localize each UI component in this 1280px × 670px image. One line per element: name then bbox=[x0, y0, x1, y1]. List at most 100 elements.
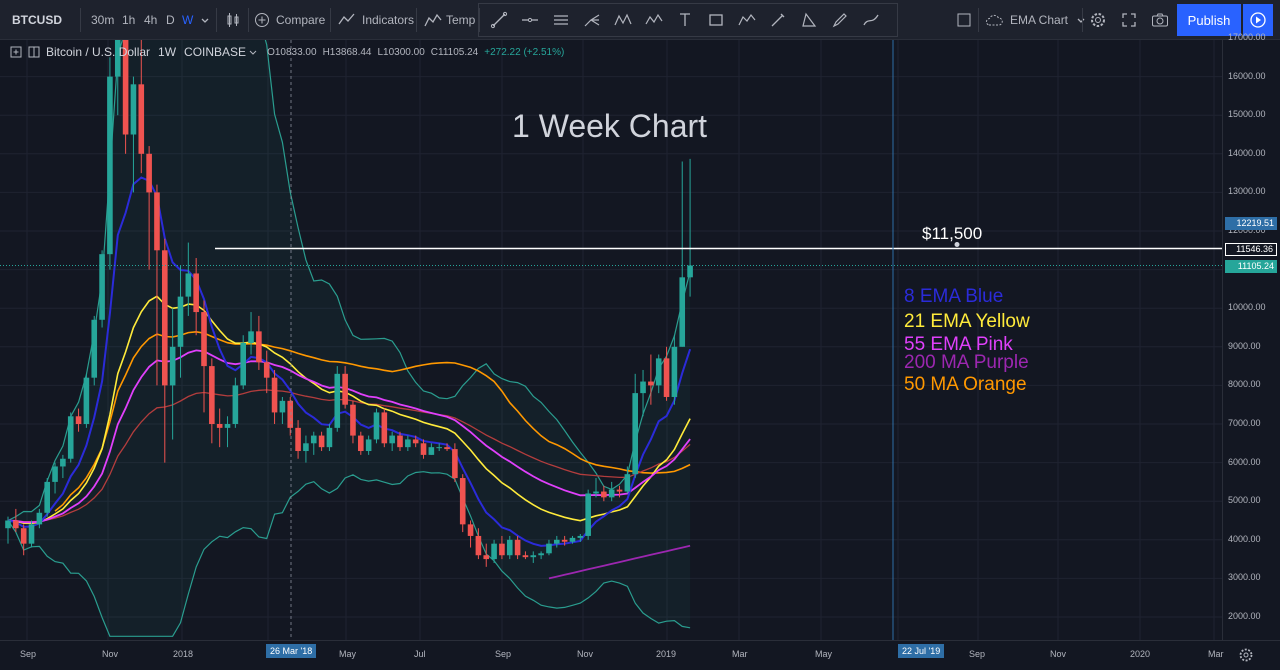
legend-open: O10833.00 bbox=[267, 46, 317, 58]
price-tick-label: 6000.00 bbox=[1228, 456, 1261, 467]
toolbar-divider bbox=[80, 8, 81, 32]
compare-button[interactable]: Compare bbox=[254, 0, 325, 40]
templates-icon bbox=[424, 13, 442, 27]
price-axis[interactable]: 17000.00 16000.00 15000.00 14000.00 13000.00… bbox=[1222, 32, 1280, 640]
templates-button[interactable]: Temp bbox=[424, 0, 475, 40]
interval-w[interactable]: W bbox=[182, 13, 194, 27]
candle bbox=[373, 408, 380, 444]
candle-body bbox=[295, 427, 301, 452]
candle bbox=[256, 315, 262, 370]
candle-body bbox=[310, 435, 317, 444]
brush-icon[interactable] bbox=[764, 6, 792, 34]
candle-body bbox=[185, 273, 192, 297]
candle-style-icon[interactable] bbox=[225, 0, 241, 40]
price-tick-label: 10000.00 bbox=[1228, 302, 1266, 313]
drag-handle[interactable] bbox=[479, 8, 480, 32]
horizontal-line-icon[interactable] bbox=[516, 6, 544, 34]
candle bbox=[585, 489, 591, 540]
path-icon[interactable] bbox=[857, 6, 885, 34]
play-icon[interactable] bbox=[1243, 4, 1273, 36]
candle bbox=[263, 350, 270, 394]
layout-name: EMA Chart bbox=[1010, 13, 1069, 27]
candle bbox=[679, 161, 686, 347]
candle-body bbox=[248, 331, 254, 343]
candle bbox=[13, 508, 19, 533]
camera-icon[interactable] bbox=[1151, 0, 1169, 40]
crosshair-square-icon[interactable] bbox=[956, 0, 972, 40]
interval-dropdown-icon[interactable] bbox=[200, 0, 210, 40]
candle bbox=[522, 551, 529, 560]
candle-body bbox=[122, 40, 129, 135]
pitchfork-icon[interactable] bbox=[578, 6, 606, 34]
cloud-icon bbox=[985, 14, 1003, 26]
price-chart[interactable] bbox=[0, 40, 1222, 640]
pencil-icon[interactable] bbox=[826, 6, 854, 34]
candle bbox=[444, 443, 450, 452]
candle-body bbox=[483, 555, 490, 560]
candle-body bbox=[193, 273, 199, 313]
candle-body bbox=[499, 543, 505, 556]
price-tick-label: 5000.00 bbox=[1228, 495, 1261, 506]
interval-4h[interactable]: 4h bbox=[144, 13, 158, 27]
chevron-down-icon bbox=[1077, 18, 1085, 23]
xabcd-pattern-icon[interactable] bbox=[609, 6, 637, 34]
price-marker-label: 12219.51 bbox=[1225, 216, 1277, 230]
candle-body bbox=[162, 250, 168, 386]
candle bbox=[475, 528, 482, 560]
collapse-legend-icon[interactable] bbox=[10, 46, 22, 58]
candle-body bbox=[601, 491, 607, 498]
indicators-button[interactable]: Indicators bbox=[338, 0, 414, 40]
candle-body bbox=[530, 555, 537, 558]
candle bbox=[240, 335, 246, 390]
candle bbox=[577, 534, 584, 542]
time-tick-label: May bbox=[339, 649, 357, 659]
candle bbox=[75, 408, 82, 432]
interval-30m[interactable]: 30m bbox=[91, 13, 115, 27]
fullscreen-icon[interactable] bbox=[1121, 0, 1137, 40]
parallel-channel-icon[interactable] bbox=[547, 6, 575, 34]
vertical-line-icon[interactable] bbox=[671, 6, 699, 34]
candle bbox=[36, 508, 43, 529]
candle bbox=[397, 431, 403, 452]
candle bbox=[28, 520, 35, 548]
candle-body bbox=[52, 466, 58, 482]
candle bbox=[569, 535, 576, 544]
candle-body bbox=[671, 346, 678, 397]
interval-d[interactable]: D bbox=[166, 13, 175, 27]
compare-symbol-icon[interactable] bbox=[28, 46, 40, 58]
candle bbox=[130, 76, 137, 193]
candle-body bbox=[91, 319, 98, 378]
candle bbox=[663, 346, 670, 401]
candle bbox=[193, 258, 199, 336]
rectangle-icon[interactable] bbox=[702, 6, 730, 34]
axis-settings-icon[interactable] bbox=[1238, 647, 1254, 668]
candle bbox=[83, 373, 90, 428]
candle-body bbox=[201, 312, 207, 367]
chevron-down-icon[interactable] bbox=[249, 48, 257, 56]
settings-gear-icon[interactable] bbox=[1089, 0, 1107, 40]
elliott-wave-icon[interactable] bbox=[640, 6, 668, 34]
compare-label: Compare bbox=[276, 13, 326, 27]
candle bbox=[538, 551, 544, 560]
text-tool-icon[interactable] bbox=[733, 6, 761, 34]
price-tick-label: 9000.00 bbox=[1228, 340, 1261, 351]
candle bbox=[483, 543, 490, 567]
symbol-search[interactable]: BTCUSD bbox=[12, 13, 62, 27]
interval-1h[interactable]: 1h bbox=[122, 13, 136, 27]
publish-button[interactable]: Publish bbox=[1177, 4, 1241, 36]
candle bbox=[303, 435, 309, 463]
candle-body bbox=[13, 520, 19, 529]
candle-body bbox=[287, 400, 294, 428]
time-tick-label: Mar bbox=[732, 649, 748, 659]
candle-body bbox=[240, 342, 246, 386]
trend-line-icon[interactable] bbox=[485, 6, 513, 34]
candle-body bbox=[256, 331, 262, 363]
price-tick-label: 7000.00 bbox=[1228, 418, 1261, 428]
layout-menu[interactable]: EMA Chart bbox=[984, 0, 1086, 40]
candle bbox=[358, 431, 364, 455]
candle-body bbox=[546, 543, 552, 554]
triangle-icon[interactable] bbox=[795, 6, 823, 34]
candle bbox=[436, 443, 442, 452]
time-axis[interactable]: Sep Nov 2018 May Jul Sep Nov 2019 Mar May Sep Nov 20… bbox=[0, 640, 1280, 670]
candle-body bbox=[397, 435, 403, 448]
